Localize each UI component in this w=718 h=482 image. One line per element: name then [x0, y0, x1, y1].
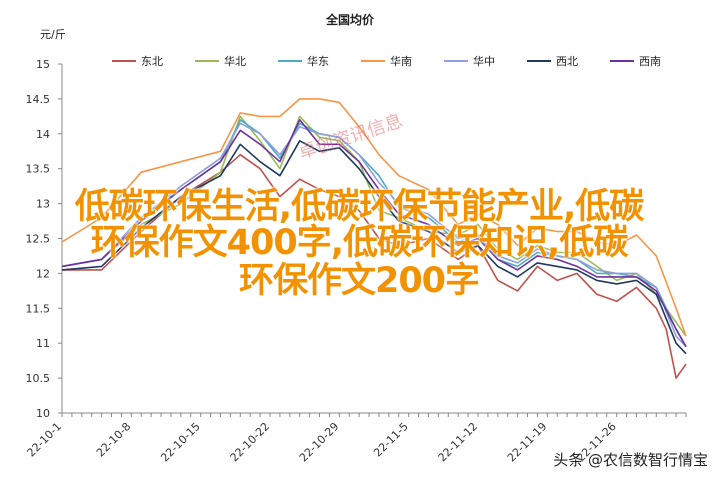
- series-line-5: [61, 122, 687, 348]
- y-tick-label: 11.5: [26, 302, 51, 315]
- legend: 东北 华北 华东 华南 华中 西北 西南: [112, 54, 661, 68]
- y-tick-label: 10.5: [26, 372, 51, 385]
- x-tick-label: 22-10-29: [297, 420, 342, 465]
- chart-title: 全国均价: [325, 12, 375, 27]
- series-lines: [61, 98, 687, 379]
- legend-label: 华东: [307, 54, 329, 68]
- legend-label: 华北: [224, 54, 246, 68]
- legend-label: 华中: [473, 54, 495, 68]
- series-line-1: [62, 153, 687, 379]
- overlay-title-line-2: 环保作文400字,低碳环保知识,低碳: [90, 223, 629, 263]
- y-axis-unit: 元/斤: [40, 28, 66, 41]
- x-tick-label: 22-10-15: [158, 420, 203, 465]
- series-line-4: [61, 98, 687, 337]
- legend-label: 华南: [390, 54, 412, 68]
- y-tick-label: 12.5: [26, 233, 51, 246]
- legend-label: 东北: [141, 55, 163, 68]
- source-watermark: 头条 @农信数智行情宝: [553, 451, 708, 469]
- y-tick-label: 14.5: [26, 93, 51, 106]
- x-tick-label: 22-10-8: [94, 420, 134, 460]
- y-tick-label: 13: [36, 198, 50, 211]
- series-line-7: [61, 119, 687, 348]
- y-tick-label: 12: [36, 267, 50, 280]
- y-tick-label: 11: [36, 337, 50, 350]
- legend-label: 西南: [639, 55, 661, 68]
- x-tick-label: 22-10-22: [228, 420, 273, 465]
- y-tick-label: 14: [36, 128, 50, 141]
- overlay-title-line-3: 环保作文200字: [238, 261, 480, 301]
- y-tick-label: 10: [36, 407, 50, 420]
- legend-label: 西北: [556, 55, 578, 68]
- y-tick-label: 13.5: [26, 163, 51, 176]
- x-tick-label: 22-11-12: [436, 420, 481, 465]
- series-line-6: [61, 140, 687, 355]
- x-tick-label: 22-10-1: [25, 420, 65, 460]
- y-tick-label: 15: [36, 58, 50, 71]
- x-tick-label: 22-11-5: [371, 420, 411, 460]
- overlay-title-line-1: 低碳环保生活,低碳环保节能产业,低碳: [74, 187, 645, 227]
- x-tick-label: 22-11-19: [505, 420, 550, 465]
